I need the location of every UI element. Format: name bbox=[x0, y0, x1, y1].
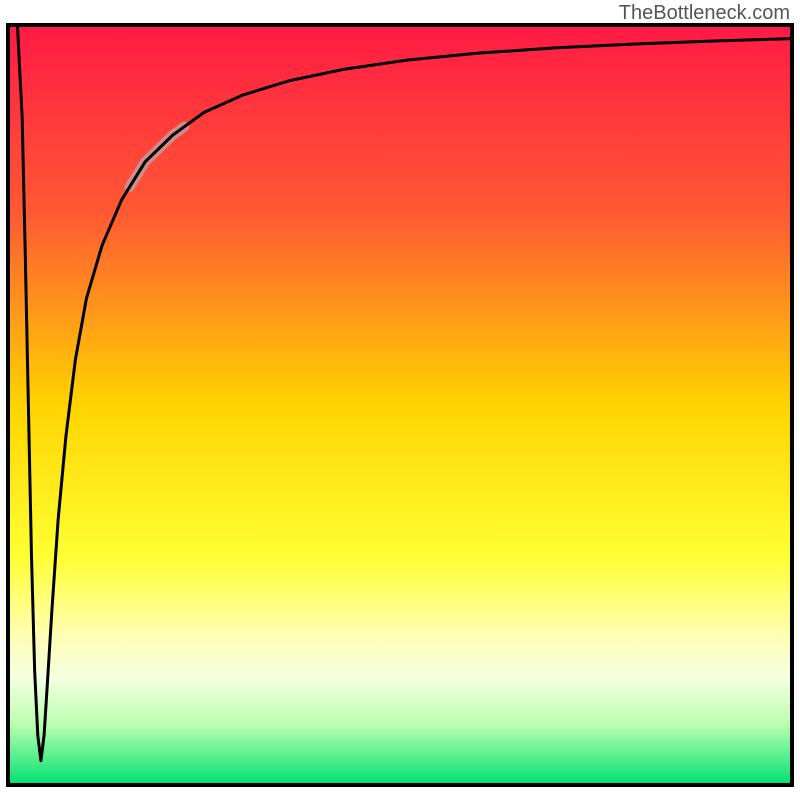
bottleneck-chart bbox=[0, 0, 800, 800]
plot-background bbox=[8, 25, 792, 785]
